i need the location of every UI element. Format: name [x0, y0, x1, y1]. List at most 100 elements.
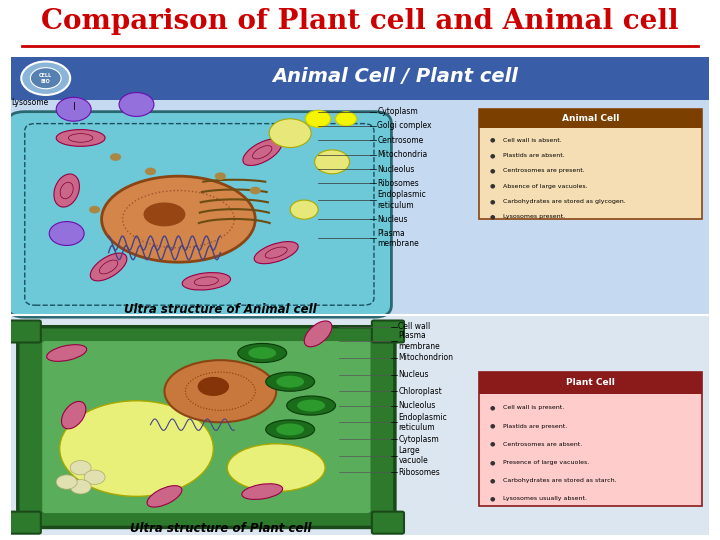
- Text: ●: ●: [489, 153, 495, 158]
- Circle shape: [336, 112, 356, 126]
- Text: Endoplasmic
reticulum: Endoplasmic reticulum: [377, 191, 426, 210]
- FancyBboxPatch shape: [9, 321, 41, 342]
- Ellipse shape: [276, 423, 304, 435]
- Text: Plastids are present.: Plastids are present.: [503, 423, 567, 429]
- Text: Carbohydrates are stored as starch.: Carbohydrates are stored as starch.: [503, 478, 617, 483]
- Circle shape: [119, 92, 154, 117]
- Text: Ribosomes: Ribosomes: [398, 468, 440, 477]
- Ellipse shape: [182, 273, 230, 290]
- Text: Cell wall is absent.: Cell wall is absent.: [503, 138, 562, 143]
- Text: Plasma
membrane: Plasma membrane: [398, 332, 440, 351]
- FancyBboxPatch shape: [11, 57, 709, 100]
- Circle shape: [145, 167, 156, 175]
- Text: Mitochondria: Mitochondria: [377, 150, 428, 159]
- Text: ●: ●: [489, 184, 495, 188]
- FancyBboxPatch shape: [42, 341, 371, 513]
- Text: ●: ●: [489, 442, 495, 447]
- Text: ●: ●: [489, 214, 495, 219]
- Ellipse shape: [143, 202, 186, 226]
- FancyBboxPatch shape: [479, 109, 702, 219]
- Ellipse shape: [287, 396, 336, 415]
- Circle shape: [70, 480, 91, 494]
- FancyBboxPatch shape: [372, 512, 404, 534]
- Text: Comparison of Plant cell and Animal cell: Comparison of Plant cell and Animal cell: [41, 8, 679, 35]
- Text: Plant Cell: Plant Cell: [566, 378, 615, 387]
- Text: Lysosomes present.: Lysosomes present.: [503, 214, 565, 219]
- Text: Presence of large vacuoles.: Presence of large vacuoles.: [503, 460, 590, 465]
- Ellipse shape: [61, 401, 86, 429]
- Ellipse shape: [56, 130, 105, 146]
- Text: Large
vacuole: Large vacuole: [398, 446, 428, 465]
- Circle shape: [215, 172, 226, 180]
- Text: Carbohydrates are stored as glycogen.: Carbohydrates are stored as glycogen.: [503, 199, 626, 204]
- Circle shape: [250, 187, 261, 194]
- Ellipse shape: [297, 400, 325, 411]
- Text: Absence of large vacuoles.: Absence of large vacuoles.: [503, 184, 588, 188]
- FancyBboxPatch shape: [7, 112, 392, 317]
- Text: Cytoplasm: Cytoplasm: [377, 107, 418, 116]
- FancyBboxPatch shape: [11, 57, 709, 535]
- FancyBboxPatch shape: [18, 327, 395, 528]
- Ellipse shape: [54, 174, 79, 207]
- Text: Lysosome: Lysosome: [11, 98, 48, 106]
- Circle shape: [305, 110, 330, 127]
- Circle shape: [84, 470, 105, 484]
- Text: Animal Cell: Animal Cell: [562, 114, 619, 123]
- Text: ●: ●: [489, 199, 495, 204]
- Text: ●: ●: [489, 406, 495, 410]
- Circle shape: [22, 62, 70, 95]
- Circle shape: [70, 461, 91, 475]
- Text: Plasma
membrane: Plasma membrane: [377, 228, 419, 248]
- Text: ●: ●: [489, 478, 495, 483]
- Text: Centrosomes are present.: Centrosomes are present.: [503, 168, 585, 173]
- Circle shape: [315, 150, 349, 174]
- Ellipse shape: [254, 241, 298, 264]
- Text: ●: ●: [489, 460, 495, 465]
- Ellipse shape: [228, 444, 325, 491]
- Ellipse shape: [305, 321, 332, 347]
- Circle shape: [290, 200, 318, 219]
- Text: ●: ●: [489, 168, 495, 173]
- Text: Endoplasmic
reticulum: Endoplasmic reticulum: [398, 413, 447, 432]
- Text: Nucleolus: Nucleolus: [377, 165, 415, 173]
- FancyBboxPatch shape: [11, 315, 709, 535]
- Ellipse shape: [47, 345, 86, 361]
- Text: Mitochondrion: Mitochondrion: [398, 353, 454, 362]
- Text: CELL
BIO: CELL BIO: [39, 73, 53, 84]
- Text: Cell wall is present.: Cell wall is present.: [503, 406, 564, 410]
- Ellipse shape: [60, 401, 213, 496]
- Ellipse shape: [90, 253, 127, 281]
- Text: Animal Cell / Plant cell: Animal Cell / Plant cell: [272, 68, 518, 86]
- Text: Ribosomes: Ribosomes: [377, 179, 419, 188]
- FancyBboxPatch shape: [372, 321, 404, 342]
- Ellipse shape: [243, 139, 282, 165]
- Text: Plastids are absent.: Plastids are absent.: [503, 153, 565, 158]
- Text: ●: ●: [489, 496, 495, 501]
- Ellipse shape: [276, 376, 304, 388]
- Circle shape: [30, 68, 61, 89]
- FancyBboxPatch shape: [11, 100, 709, 315]
- Ellipse shape: [248, 347, 276, 359]
- Text: ●: ●: [489, 423, 495, 429]
- Ellipse shape: [102, 176, 256, 262]
- Text: Lysosomes usually absent.: Lysosomes usually absent.: [503, 496, 588, 501]
- FancyBboxPatch shape: [479, 372, 702, 506]
- Ellipse shape: [164, 360, 276, 422]
- Text: Nucleus: Nucleus: [398, 370, 429, 379]
- Ellipse shape: [266, 420, 315, 439]
- Text: Centrosome: Centrosome: [377, 136, 423, 145]
- FancyBboxPatch shape: [479, 109, 702, 129]
- Ellipse shape: [197, 377, 229, 396]
- FancyBboxPatch shape: [9, 512, 41, 534]
- Circle shape: [89, 206, 100, 213]
- Circle shape: [56, 97, 91, 121]
- Circle shape: [269, 119, 311, 147]
- Ellipse shape: [266, 372, 315, 391]
- Ellipse shape: [147, 485, 182, 507]
- Circle shape: [110, 153, 121, 161]
- Circle shape: [56, 475, 77, 489]
- Text: Centrosomes are absent.: Centrosomes are absent.: [503, 442, 582, 447]
- Text: Nucleus: Nucleus: [377, 215, 408, 224]
- Text: ●: ●: [489, 138, 495, 143]
- Text: Ultra structure of Plant cell: Ultra structure of Plant cell: [130, 522, 311, 535]
